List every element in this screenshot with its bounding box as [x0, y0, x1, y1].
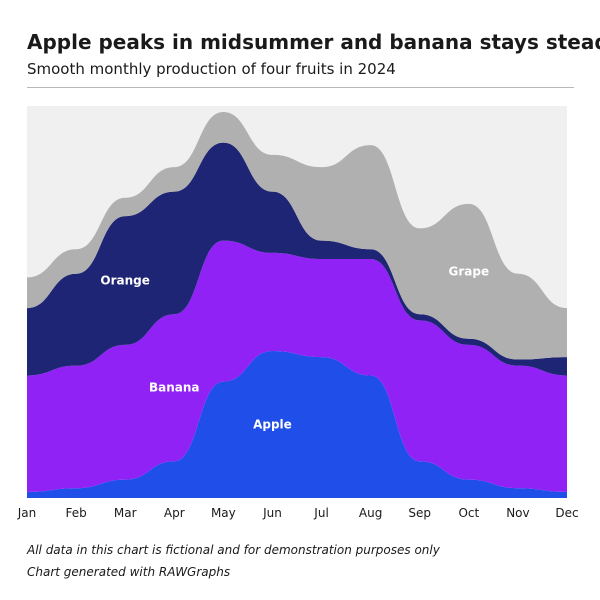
x-tick-label: Dec: [555, 506, 578, 520]
stream-label-apple: Apple: [253, 417, 292, 431]
x-tick-label: Apr: [164, 506, 185, 520]
credit-note: Chart generated with RAWGraphs: [27, 565, 231, 579]
x-tick-label: Jan: [17, 506, 37, 520]
chart-subtitle: Smooth monthly production of four fruits…: [27, 60, 396, 78]
stream-label-orange: Orange: [100, 273, 150, 287]
stream-labels: Apple Banana Orange Grape: [100, 264, 489, 431]
x-tick-label: May: [211, 506, 236, 520]
stream-label-banana: Banana: [149, 381, 200, 395]
x-tick-label: Sep: [408, 506, 431, 520]
x-axis: Jan Feb Mar Apr May Jun Jul Aug Sep Oct Nov Dec: [17, 506, 579, 520]
stream-apple: [27, 350, 567, 498]
x-tick-label: Oct: [458, 506, 479, 520]
streamgraph-chart: Apple Banana Orange Grape Jan Feb Mar Apr May Ju…: [17, 106, 579, 520]
x-tick-label: Feb: [65, 506, 86, 520]
x-tick-label: Nov: [506, 506, 529, 520]
x-tick-label: Jul: [313, 506, 328, 520]
stream-layers: [27, 112, 567, 498]
stream-label-grape: Grape: [449, 264, 490, 278]
stream-grape: [27, 112, 567, 360]
x-tick-label: Mar: [114, 506, 137, 520]
x-tick-label: Jun: [262, 506, 282, 520]
chart-title: Apple peaks in midsummer and banana stay…: [27, 30, 600, 54]
x-tick-label: Aug: [359, 506, 382, 520]
title-divider: [27, 87, 574, 88]
stream-orange: [27, 142, 567, 376]
stream-banana: [27, 240, 567, 492]
disclaimer-note: All data in this chart is fictional and …: [27, 543, 440, 557]
